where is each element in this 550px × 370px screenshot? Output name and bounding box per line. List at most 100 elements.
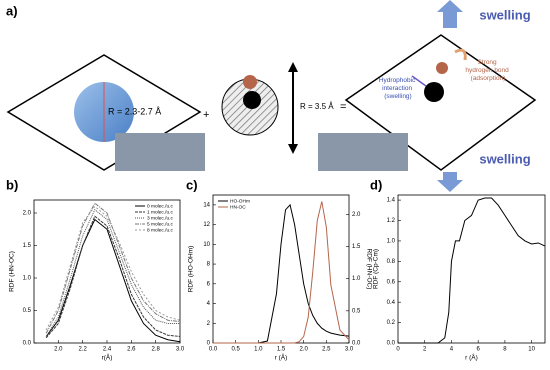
annotation-line: (swelling) <box>384 93 411 100</box>
y-tick-label: 0.5 <box>23 308 32 314</box>
x-tick-label: 2.0 <box>54 347 63 353</box>
data-line <box>45 215 181 339</box>
plot-frame <box>212 194 350 344</box>
annotation-line: hydrogen bond <box>465 67 509 74</box>
radius-label: R = 2.3-2.7 Å <box>108 106 161 116</box>
arrow-head <box>288 144 298 154</box>
x-tick-label: 2.6 <box>127 347 136 353</box>
y-tick-label: 6 <box>207 281 211 287</box>
y-tick-label: 2.0 <box>23 211 32 217</box>
y2-tick-label: 1.5 <box>352 244 361 250</box>
x-tick-label: 8 <box>503 347 507 353</box>
y-axis-label: RDF (HN-OC) <box>9 251 16 292</box>
y2-tick-label: 0.0 <box>352 341 361 347</box>
equals: = <box>340 101 346 113</box>
molecule-image <box>115 133 205 171</box>
swelling-arrow <box>437 0 463 28</box>
data-line <box>45 218 181 343</box>
x-tick-label: 6 <box>477 347 481 353</box>
panel-label: a) <box>6 3 18 18</box>
y-tick-label: 4 <box>207 301 211 307</box>
y2-tick-label: 2.0 <box>352 212 361 218</box>
data-line <box>213 203 350 344</box>
x-tick-label: 0 <box>396 347 400 353</box>
annotation-line: (adsorption) <box>471 75 506 82</box>
y-tick-label: 1.5 <box>23 243 32 249</box>
molecule-image <box>318 133 408 171</box>
y-tick-label: 0.0 <box>387 341 396 347</box>
panel-label: d) <box>370 177 382 192</box>
atom <box>424 82 444 102</box>
x-tick-label: 3.0 <box>345 347 354 353</box>
radius-label: R = 3.5 Å <box>300 102 334 111</box>
annotation: Hydrophobic interaction (swelling) <box>379 77 417 100</box>
y-tick-label: 0.6 <box>387 279 396 285</box>
legend-label: 8 molec./u.c <box>147 227 173 233</box>
legend-label: 5 molec./u.c <box>147 221 173 227</box>
y-tick-label: 0.8 <box>387 259 396 265</box>
y-tick-label: 2 <box>207 321 211 327</box>
swelling-label: swelling <box>479 151 530 166</box>
data-line <box>398 197 546 344</box>
x-tick-label: 4 <box>450 347 454 353</box>
x-tick-label: 2.2 <box>78 347 87 353</box>
plus: + <box>203 109 209 121</box>
data-line <box>213 201 350 344</box>
atom <box>436 62 448 74</box>
panel-label: c) <box>186 177 198 192</box>
panel-label: b) <box>6 177 18 192</box>
y-axis-label: RDF (HO-OHm) <box>188 246 195 293</box>
x-tick-label: 0.5 <box>231 347 240 353</box>
y2-tick-label: 1.0 <box>352 276 361 282</box>
legend-label: 1 molec./u.c <box>147 209 173 215</box>
legend-label: 3 molec./u.c <box>147 215 173 221</box>
y-tick-label: 0 <box>207 341 211 347</box>
y2-tick-label: 0.5 <box>352 308 361 314</box>
y-tick-label: 10 <box>203 242 210 248</box>
diamond <box>344 34 537 171</box>
y-tick-label: 8 <box>207 262 211 268</box>
atom <box>243 91 261 109</box>
x-tick-label: 2.0 <box>299 347 308 353</box>
y-tick-label: 1.0 <box>387 239 396 245</box>
arrow <box>454 48 467 61</box>
annotation-line: Strong <box>478 59 498 66</box>
y-tick-label: 1.0 <box>23 276 32 282</box>
y-tick-label: 0.4 <box>387 300 396 306</box>
y-axis-label: RDF (Cp-Cm) <box>373 249 380 289</box>
annotation-line: interaction <box>382 85 412 92</box>
legend-label: 0 molec./u.c <box>147 203 173 209</box>
atom <box>243 75 257 89</box>
swelling-arrow <box>437 172 463 192</box>
annotation: Strong hydrogen bond (adsorption) <box>465 59 510 82</box>
x-tick-label: 1.5 <box>277 347 286 353</box>
x-tick-label: 0.0 <box>209 347 218 353</box>
diamond <box>6 54 202 171</box>
y2-axis-label: RDF (HN-OC) <box>365 249 372 290</box>
y-tick-label: 0.2 <box>387 320 396 326</box>
swelling-label: swelling <box>479 7 530 22</box>
x-tick-label: 2.5 <box>322 347 331 353</box>
arrow-head <box>288 62 298 72</box>
x-tick-label: 10 <box>528 347 535 353</box>
x-tick-label: 2.4 <box>103 347 112 353</box>
x-tick-label: 2 <box>423 347 427 353</box>
y-tick-label: 1.4 <box>387 198 396 204</box>
legend-label: HO-OHm <box>230 198 250 204</box>
arrow <box>411 75 427 87</box>
plot-frame <box>397 194 546 344</box>
y-tick-label: 1.2 <box>387 218 396 224</box>
x-tick-label: 1.0 <box>254 347 263 353</box>
legend-label: HN-OC <box>230 204 246 210</box>
y-tick-label: 14 <box>203 202 210 208</box>
x-tick-label: 3.0 <box>176 347 185 353</box>
x-axis-label: r (Å) <box>275 353 288 362</box>
x-tick-label: 2.8 <box>151 347 160 353</box>
x-axis-label: r(Å) <box>102 353 113 362</box>
annotation-line: Hydrophobic <box>379 77 416 84</box>
y-tick-label: 0.0 <box>23 341 32 347</box>
y-tick-label: 12 <box>203 222 210 228</box>
x-axis-label: r (Å) <box>465 353 478 362</box>
